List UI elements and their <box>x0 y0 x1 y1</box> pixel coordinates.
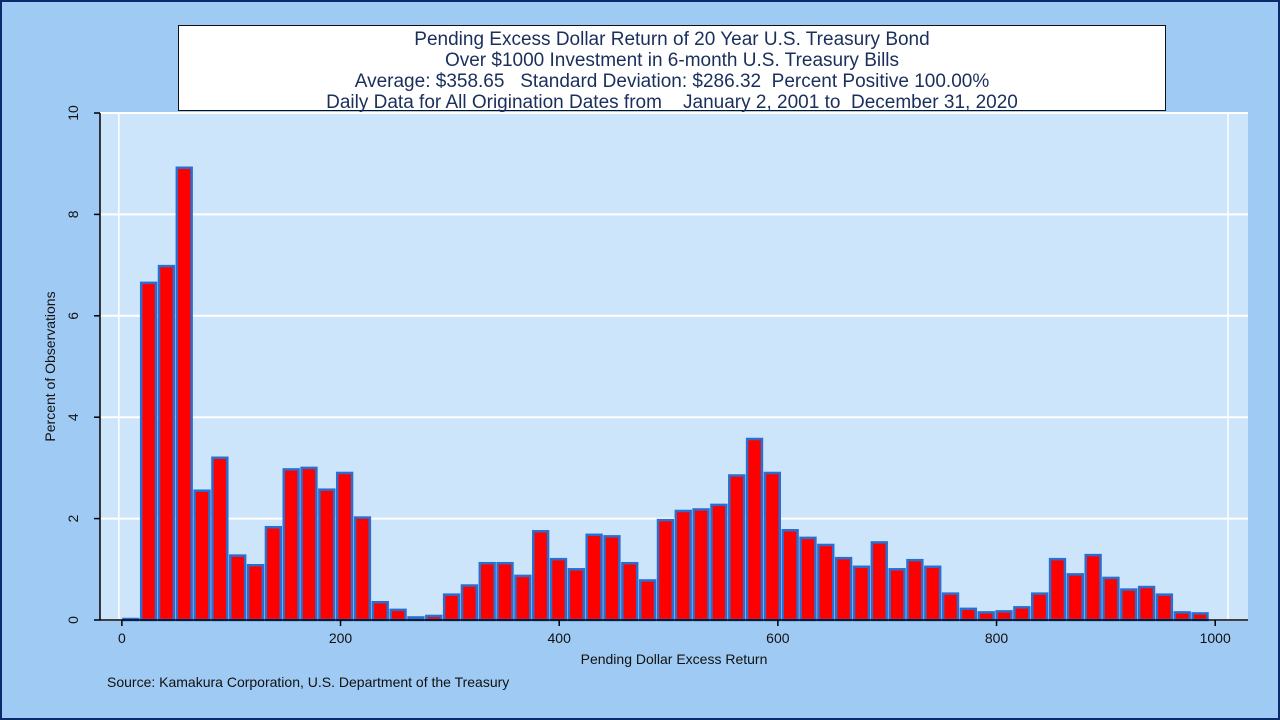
histogram-bar <box>1048 557 1067 622</box>
y-tick-label: 2 <box>65 514 81 522</box>
histogram-bar <box>229 554 247 622</box>
x-tick-label: 800 <box>985 630 1009 646</box>
y-tick-label: 0 <box>65 616 81 624</box>
histogram-bar <box>585 533 603 622</box>
x-tick-label: 200 <box>329 630 353 646</box>
histogram-bar <box>478 561 496 622</box>
histogram-bar <box>781 529 799 622</box>
x-tick-label: 600 <box>766 630 790 646</box>
histogram-bar <box>1031 592 1049 622</box>
histogram-bar <box>692 508 710 622</box>
chart-title-box: Pending Excess Dollar Return of 20 Year … <box>178 25 1166 113</box>
histogram-bar <box>870 541 888 622</box>
histogram-bar <box>532 530 550 622</box>
histogram-bar <box>549 557 568 622</box>
histogram-bar <box>1102 576 1120 622</box>
y-tick-label: 6 <box>65 312 81 320</box>
histogram-bar <box>817 543 835 622</box>
histogram-bar <box>318 488 336 622</box>
histogram-bar <box>1191 612 1209 622</box>
title-line-3: Average: $358.65 Standard Deviation: $28… <box>354 71 990 92</box>
histogram-bar <box>353 516 372 622</box>
y-tick-label: 10 <box>65 105 81 121</box>
y-axis-label: Percent of Observations <box>42 291 58 441</box>
histogram-bar <box>656 518 675 622</box>
title-line-2: Over $1000 Investment in 6-month U.S. Tr… <box>444 50 900 71</box>
histogram-bar <box>799 536 817 622</box>
histogram-bar <box>193 489 211 622</box>
histogram-bar <box>1066 573 1084 622</box>
histogram-bar <box>300 466 318 622</box>
histogram-bar <box>924 565 942 622</box>
title-line-1: Pending Excess Dollar Return of 20 Year … <box>414 29 930 50</box>
histogram-bar <box>211 456 229 622</box>
histogram-bar <box>852 565 871 622</box>
histogram-bar <box>621 561 639 622</box>
histogram-bar <box>1155 593 1174 622</box>
histogram-bar <box>1084 553 1102 622</box>
histogram-bar <box>139 281 158 622</box>
histogram-bar <box>246 563 265 622</box>
x-tick-label: 400 <box>548 630 572 646</box>
histogram-bar <box>1120 588 1138 622</box>
x-axis-label: Pending Dollar Excess Return <box>581 651 768 667</box>
histogram-bar <box>728 474 746 622</box>
histogram-bar <box>442 593 461 622</box>
histogram-bar <box>371 601 389 622</box>
histogram-bar <box>264 525 283 622</box>
histogram-bar <box>335 471 354 622</box>
histogram-bar <box>1173 611 1191 622</box>
histogram-bar <box>175 166 193 622</box>
histogram-bar <box>959 607 978 622</box>
source-note: Source: Kamakura Corporation, U.S. Depar… <box>107 674 510 690</box>
histogram-bar <box>710 503 728 622</box>
y-tick-label: 8 <box>65 210 81 218</box>
histogram-bar <box>282 468 300 622</box>
histogram-bar <box>389 608 407 622</box>
histogram-bar <box>603 535 621 622</box>
histogram-bar <box>834 556 853 622</box>
histogram-bar <box>888 568 906 622</box>
histogram-bar <box>745 437 764 622</box>
histogram-bar <box>514 574 532 622</box>
histogram-bar <box>763 471 782 622</box>
x-tick-label: 0 <box>118 630 126 646</box>
histogram-bar <box>1137 585 1156 622</box>
histogram-bar <box>496 561 514 622</box>
histogram-bar <box>995 610 1013 622</box>
histogram-bar <box>977 611 995 622</box>
histogram-bar <box>460 584 479 622</box>
y-tick-label: 4 <box>65 413 81 421</box>
histogram-bar <box>941 592 960 622</box>
histogram-bar <box>567 568 585 622</box>
title-line-4: Daily Data for All Origination Dates fro… <box>326 92 1018 113</box>
histogram-bar <box>906 558 924 622</box>
x-tick-label: 1000 <box>1200 630 1231 646</box>
histogram-bar <box>638 579 657 622</box>
histogram-bar <box>674 509 692 622</box>
histogram-bar <box>1013 606 1031 622</box>
histogram-bar <box>157 264 176 622</box>
